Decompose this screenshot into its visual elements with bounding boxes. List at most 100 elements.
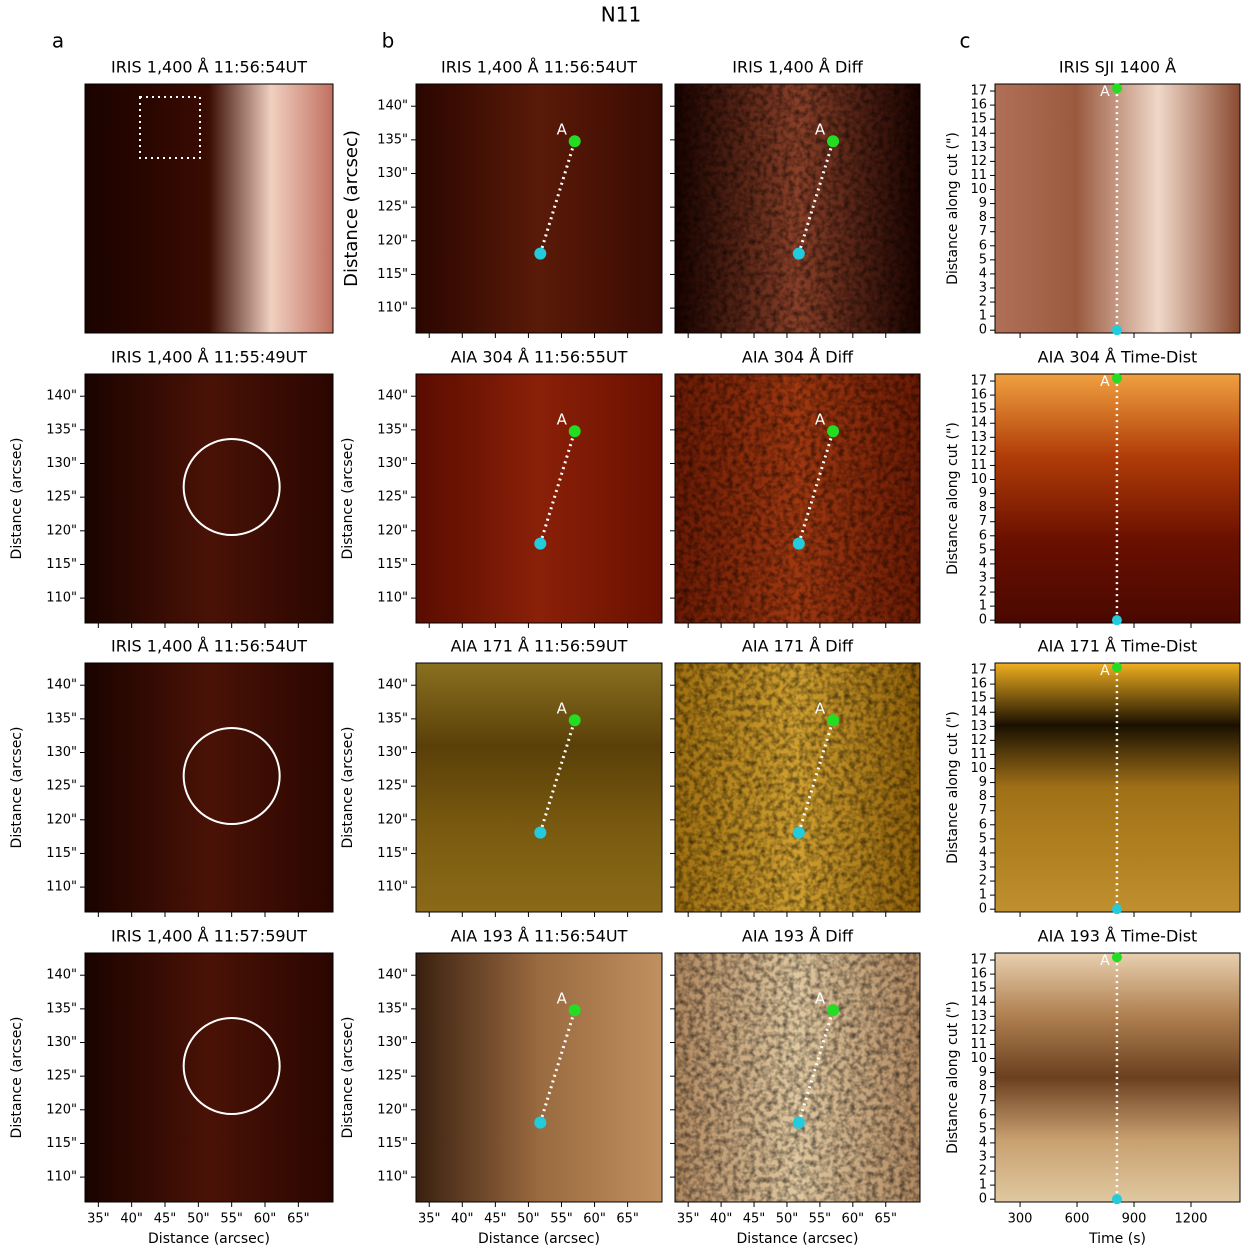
y-tick-label: 135" — [377, 132, 408, 147]
cut-end — [1112, 373, 1122, 383]
panel-title: IRIS 1,400 Å 11:56:54UT — [111, 58, 307, 77]
y-tick-label: 10 — [970, 1051, 987, 1066]
y-tick-label: 0 — [979, 1192, 987, 1207]
y-tick-label: 130" — [377, 1035, 408, 1050]
cut-end — [569, 714, 581, 726]
x-tick-label: 1200 — [1174, 1212, 1207, 1227]
y-tick-label: 4 — [979, 1135, 987, 1150]
y-tick-label: 3 — [979, 859, 987, 874]
panel-title: IRIS 1,400 Å 11:55:49UT — [111, 348, 307, 367]
y-tick-label: 115" — [377, 1136, 408, 1151]
cut-end — [1112, 662, 1122, 672]
x-tick-label: 60" — [842, 1212, 865, 1227]
y-tick-label: 14 — [970, 705, 987, 720]
y-tick-label: 120" — [46, 812, 77, 827]
y-tick-label: 120" — [377, 812, 408, 827]
y-tick-label: 140" — [46, 968, 77, 983]
y-tick-label: 15 — [970, 402, 987, 417]
y-tick-label: 120" — [377, 523, 408, 538]
x-tick-label: 35" — [418, 1212, 441, 1227]
y-tick-label: 120" — [377, 1102, 408, 1117]
x-tick-label: 50" — [517, 1212, 540, 1227]
x-tick-label: 55" — [550, 1212, 573, 1227]
x-tick-label: 900 — [1122, 1212, 1147, 1227]
y-tick-label: 130" — [377, 166, 408, 181]
y-tick-label: 2 — [979, 1164, 987, 1179]
cut-start — [534, 1117, 546, 1129]
x-tick-label: 60" — [254, 1212, 277, 1227]
x-axis-label: Distance (arcsec) — [148, 1231, 270, 1247]
y-tick-label: 12 — [970, 1023, 987, 1038]
cut-end — [1112, 83, 1122, 93]
cut-end — [827, 714, 839, 726]
x-tick-label: 65" — [287, 1212, 310, 1227]
cut-end — [827, 135, 839, 147]
y-tick-label: 125" — [377, 490, 408, 505]
y-tick-label: 2 — [979, 874, 987, 889]
panel-title: AIA 304 Å Time-Dist — [1038, 348, 1198, 367]
y-tick-label: 120" — [46, 523, 77, 538]
y-tick-label: 110" — [377, 1170, 408, 1185]
cut-start — [1112, 904, 1122, 914]
x-tick-label: 40" — [120, 1212, 143, 1227]
y-tick-label: 17 — [970, 663, 987, 678]
y-tick-label: 110" — [377, 301, 408, 316]
y-tick-label: 115" — [46, 1136, 77, 1151]
y-tick-label: 4 — [979, 845, 987, 860]
y-axis-label: Distance (arcsec) — [340, 1017, 356, 1139]
y-tick-label: 13 — [970, 140, 987, 155]
y-tick-label: 135" — [46, 422, 77, 437]
image — [416, 84, 662, 333]
y-tick-label: 2 — [979, 295, 987, 310]
image-noise — [675, 663, 920, 912]
cut-start — [793, 538, 805, 550]
y-axis-label: Distance along cut (") — [945, 422, 961, 575]
y-tick-label: 6 — [979, 238, 987, 253]
y-tick-label: 8 — [979, 500, 987, 515]
image — [416, 663, 662, 912]
y-tick-label: 5 — [979, 831, 987, 846]
y-tick-label: 135" — [46, 1001, 77, 1016]
y-tick-label: 130" — [46, 745, 77, 760]
y-tick-label: 11 — [970, 747, 987, 762]
panel-title: IRIS SJI 1400 Å — [1059, 58, 1176, 77]
cut-label: A — [815, 700, 826, 718]
y-tick-label: 6 — [979, 528, 987, 543]
y-tick-label: 16 — [970, 967, 987, 982]
panel-title: IRIS 1,400 Å 11:57:59UT — [111, 927, 307, 946]
x-tick-label: 55" — [220, 1212, 243, 1227]
image — [85, 953, 333, 1202]
x-tick-label: 65" — [616, 1212, 639, 1227]
cut-start — [793, 248, 805, 260]
y-tick-label: 130" — [46, 1035, 77, 1050]
cut-label: A — [815, 121, 826, 139]
y-tick-label: 16 — [970, 388, 987, 403]
cut-end — [827, 1004, 839, 1016]
y-tick-label: 140" — [377, 389, 408, 404]
y-tick-label: 11 — [970, 458, 987, 473]
y-tick-label: 3 — [979, 570, 987, 585]
y-tick-label: 7 — [979, 514, 987, 529]
panel-title: AIA 171 Å 11:56:59UT — [451, 637, 628, 656]
panel-title: AIA 171 Å Diff — [742, 637, 854, 656]
cut-end — [1112, 952, 1122, 962]
cut-end — [569, 135, 581, 147]
y-tick-label: 8 — [979, 210, 987, 225]
y-tick-label: 0 — [979, 613, 987, 628]
x-tick-label: 40" — [710, 1212, 733, 1227]
y-axis-label: Distance (arcsec) — [340, 727, 356, 849]
x-tick-label: 60" — [583, 1212, 606, 1227]
y-tick-label: 12 — [970, 154, 987, 169]
y-tick-label: 140" — [377, 678, 408, 693]
y-axis-label: Distance (arcsec) — [9, 727, 25, 849]
y-tick-label: 12 — [970, 733, 987, 748]
cut-start — [1112, 1194, 1122, 1204]
y-tick-label: 17 — [970, 953, 987, 968]
y-tick-label: 15 — [970, 981, 987, 996]
y-tick-label: 110" — [46, 1170, 77, 1185]
y-tick-label: 140" — [377, 99, 408, 114]
cut-label: A — [815, 990, 826, 1008]
panel-label: c — [960, 29, 971, 53]
x-tick-label: 600 — [1065, 1212, 1090, 1227]
y-tick-label: 14 — [970, 995, 987, 1010]
